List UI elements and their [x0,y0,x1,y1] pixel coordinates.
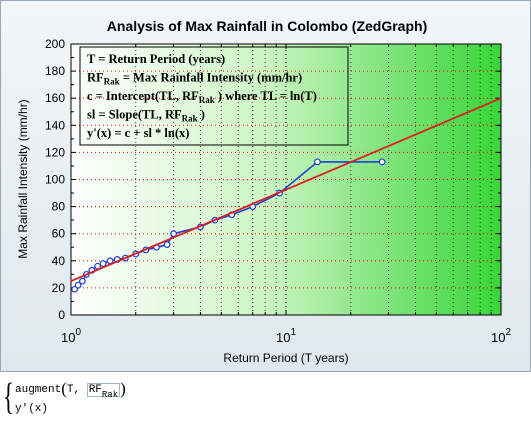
legend-text: = Max Rainfall Intensity (mm/hr) [120,71,302,85]
y-tick-label: 40 [52,254,66,268]
chart-title: Analysis of Max Rainfall in Colombo (Zed… [107,18,427,34]
legend-text: RF [87,71,104,85]
legend-text: ) [198,108,205,122]
legend-subscript: Rak [104,77,120,87]
x-tick-exponent: 2 [505,327,511,338]
y-tick-label: 100 [45,173,65,187]
x-tick-exponent: 0 [75,327,81,338]
derivative-expression[interactable]: y'(x) [15,403,48,415]
legend-text: ) where TL = ln(T) [215,89,317,103]
y-tick-label: 60 [52,227,66,241]
legend-subscript: Rak [182,114,198,124]
y-tick-label: 20 [52,281,66,295]
augment-arg-rf[interactable]: RFRak [86,383,121,400]
augment-expression[interactable]: augment(T, RFRak) [15,379,126,400]
legend-line: T = Return Period (years) [87,52,225,66]
legend-subscript: Rak [199,95,215,105]
y-tick-label: 0 [58,308,65,322]
plot-area [70,43,502,316]
legend-text: sl = Slope(TL, RF [87,108,182,122]
legend-text: y'(x) = c + sl * ln(x) [87,126,189,140]
math-expression-block[interactable]: { augment(T, RFRak) y'(x) [3,376,203,422]
chart-svg: Analysis of Max Rainfall in Colombo (Zed… [16,18,511,365]
augment-function-name: augment [15,384,62,396]
data-point [79,277,86,285]
x-tick-label: 100 [61,327,81,345]
legend-line: c = Intercept(TL, RFRak ) where TL = ln(… [87,89,317,105]
derivative-text: y'(x) [15,403,49,415]
data-point [99,260,107,267]
data-point [74,281,82,289]
left-brace: { [3,376,14,418]
rf-subscript: Rak [101,390,119,400]
data-point [378,158,386,166]
x-tick-label: 102 [491,327,511,345]
legend-text: T = Return Period (years) [87,52,225,66]
x-axis-label: Return Period (T years) [223,351,348,365]
augment-arg-t: T [66,384,74,396]
legend-text: c = Intercept(TL, RF [87,89,199,103]
data-point [163,241,171,248]
regression-line [70,97,502,282]
y-tick-label: 180 [45,64,65,78]
y-tick-label: 80 [52,200,66,214]
x-tick-exponent: 1 [290,327,296,338]
legend-box: T = Return Period (years)RFRak = Max Rai… [79,46,349,146]
y-axis-label: Max Rainfall Intensity (mm/hr) [16,99,30,258]
y-tick-label: 200 [45,37,65,51]
data-point [71,285,79,293]
legend-line: y'(x) = c + sl * ln(x) [87,126,189,140]
chart-panel: Analysis of Max Rainfall in Colombo (Zed… [0,0,531,372]
legend-frame [79,46,349,146]
legend-line: RFRak = Max Rainfall Intensity (mm/hr) [87,71,302,87]
rf-main: RF [88,384,102,396]
series-layer [70,97,502,293]
legend-line: sl = Slope(TL, RFRak ) [87,108,205,124]
y-tick-label: 120 [45,145,65,159]
y-tick-label: 160 [45,91,65,105]
x-tick-label: 101 [276,327,296,345]
y-tick-label: 140 [45,118,65,132]
data-point [314,158,321,166]
